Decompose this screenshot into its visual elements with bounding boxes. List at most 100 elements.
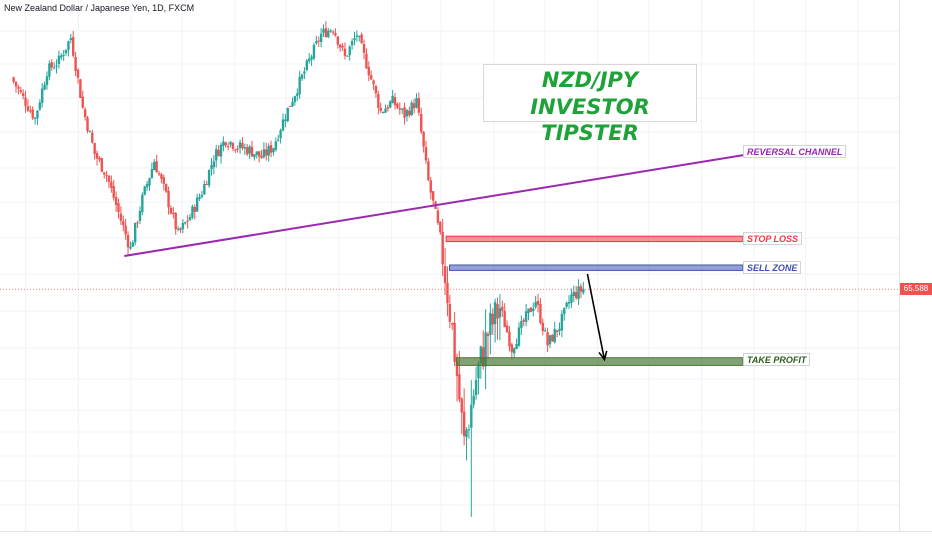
candle-body (439, 221, 442, 233)
candle-body (48, 63, 51, 77)
candle-body (412, 103, 416, 109)
candle-body (305, 60, 309, 71)
candle-body (508, 331, 511, 347)
time-axis[interactable] (0, 531, 932, 551)
candle-body (277, 139, 280, 141)
candle-body (231, 143, 235, 149)
candle-body (257, 151, 261, 157)
candle-body (291, 101, 294, 107)
candle-body (93, 142, 96, 154)
candle-body (203, 183, 206, 195)
candle-body (267, 146, 270, 156)
candle-body (470, 404, 473, 428)
candle-body (24, 97, 27, 106)
candle-body (448, 303, 452, 322)
candle-body (205, 184, 208, 186)
candle-body (360, 34, 363, 44)
candle-body (169, 207, 173, 214)
candle-body (312, 44, 316, 59)
candle-body (105, 174, 108, 176)
candle-body (67, 41, 70, 50)
candle-body (143, 186, 146, 195)
candle-body (279, 130, 282, 139)
candle-body (274, 141, 278, 150)
candle-body (327, 30, 330, 38)
candle-body (14, 81, 18, 87)
candle-body (117, 203, 120, 213)
tipster-title-box: NZD/JPY INVESTOR TIPSTER (483, 64, 697, 145)
candle-body (505, 325, 509, 333)
candle-body (72, 37, 75, 56)
candle-body (131, 242, 135, 247)
candle-body (493, 302, 497, 325)
candle-body (215, 149, 218, 161)
candle-body (396, 103, 399, 108)
candle-body (124, 225, 127, 235)
candle-body (74, 56, 77, 72)
candle-body (286, 107, 289, 122)
candle-body (582, 288, 585, 293)
candle-body (391, 95, 394, 103)
candle-body (408, 110, 411, 116)
candle-body (451, 323, 454, 325)
candle-body (198, 197, 201, 199)
candle-body (107, 175, 111, 182)
candle-body (303, 71, 306, 74)
candle-body (477, 363, 480, 379)
candle-body (272, 148, 275, 153)
candle-body (489, 312, 492, 335)
candle-body (29, 110, 32, 112)
candle-body (31, 109, 34, 119)
candle-body (458, 374, 461, 400)
candle-body (200, 194, 204, 197)
candle-body (236, 148, 239, 150)
candle-body (322, 29, 325, 33)
stop-loss-label: STOP LOSS (743, 232, 803, 245)
candle-body (515, 343, 518, 350)
candle-body (455, 360, 459, 377)
candle-body (429, 180, 432, 193)
candle-body (69, 38, 73, 41)
candle-body (234, 149, 237, 151)
candle-body (341, 46, 344, 48)
candle-body (577, 286, 580, 300)
candle-body (160, 174, 163, 179)
candle-body (536, 300, 540, 305)
candle-body (350, 41, 354, 46)
price-axis[interactable] (899, 0, 932, 531)
candle-body (64, 49, 68, 54)
candle-body (369, 75, 373, 80)
candle-body (355, 35, 359, 37)
candle-body (91, 132, 94, 143)
candle-body (436, 210, 440, 223)
candle-body (446, 282, 449, 304)
last-price-label: 65.588 (900, 283, 932, 296)
candle-body (219, 144, 223, 157)
candle-body (324, 28, 328, 37)
candle-body (41, 88, 44, 103)
candle-body (338, 44, 342, 48)
candle-body (179, 228, 182, 231)
candle-body (155, 161, 158, 173)
candle-body (122, 221, 125, 226)
candle-body (484, 332, 487, 367)
candle-body (431, 191, 435, 201)
candle-body (191, 206, 194, 218)
candle-body (479, 346, 483, 364)
candle-body (243, 147, 247, 149)
candle-body (195, 197, 199, 212)
sell-zone (449, 264, 744, 271)
candle-body (501, 306, 504, 311)
candle-body (119, 213, 123, 221)
candle-body (510, 344, 514, 353)
candle-body (486, 334, 490, 337)
candle-body (334, 33, 337, 36)
stop-loss-zone (445, 235, 744, 243)
sell-zone-label: SELL ZONE (743, 261, 802, 274)
candle-body (136, 222, 139, 224)
candle-body (381, 112, 385, 114)
candle-body (560, 313, 564, 331)
candle-body (308, 58, 311, 62)
candle-body (310, 56, 313, 60)
